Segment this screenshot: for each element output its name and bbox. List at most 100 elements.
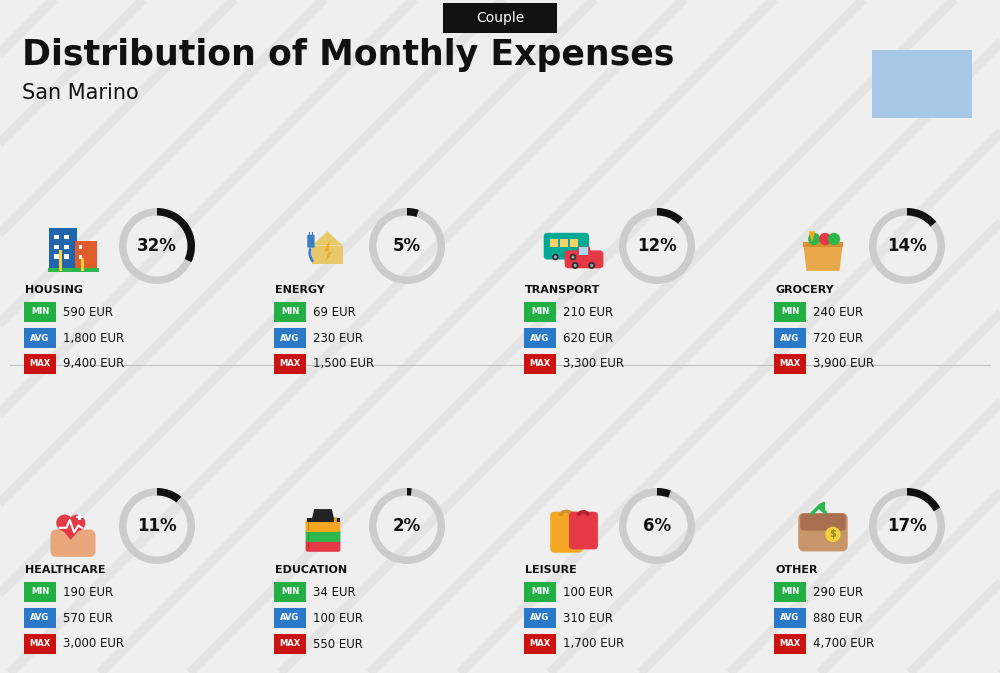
Wedge shape xyxy=(869,208,945,284)
Text: 11%: 11% xyxy=(137,517,177,535)
FancyBboxPatch shape xyxy=(78,255,82,259)
Circle shape xyxy=(571,256,575,258)
Text: AVG: AVG xyxy=(530,614,550,623)
FancyBboxPatch shape xyxy=(24,328,56,348)
FancyBboxPatch shape xyxy=(309,232,310,236)
FancyBboxPatch shape xyxy=(312,232,313,236)
Text: 3,900 EUR: 3,900 EUR xyxy=(813,357,874,371)
FancyBboxPatch shape xyxy=(64,244,69,249)
Text: 590 EUR: 590 EUR xyxy=(63,306,113,318)
FancyBboxPatch shape xyxy=(774,582,806,602)
Circle shape xyxy=(552,254,559,260)
Polygon shape xyxy=(312,509,334,518)
FancyBboxPatch shape xyxy=(48,268,99,272)
FancyBboxPatch shape xyxy=(800,513,846,531)
FancyBboxPatch shape xyxy=(798,513,848,551)
Text: 12%: 12% xyxy=(637,237,677,255)
FancyBboxPatch shape xyxy=(308,522,309,530)
FancyArrowPatch shape xyxy=(310,250,312,261)
Text: 14%: 14% xyxy=(887,237,927,255)
FancyBboxPatch shape xyxy=(550,511,582,553)
Text: 17%: 17% xyxy=(887,517,927,535)
Text: 570 EUR: 570 EUR xyxy=(63,612,113,625)
FancyBboxPatch shape xyxy=(274,608,306,628)
FancyBboxPatch shape xyxy=(24,634,56,653)
Text: AVG: AVG xyxy=(30,334,50,343)
FancyBboxPatch shape xyxy=(64,254,69,259)
Polygon shape xyxy=(576,247,592,254)
Circle shape xyxy=(572,262,579,269)
FancyBboxPatch shape xyxy=(81,258,84,271)
Text: MIN: MIN xyxy=(531,308,549,316)
Wedge shape xyxy=(119,488,195,564)
FancyBboxPatch shape xyxy=(872,50,972,118)
Text: AVG: AVG xyxy=(280,614,300,623)
Circle shape xyxy=(554,256,557,258)
FancyBboxPatch shape xyxy=(24,582,56,602)
FancyBboxPatch shape xyxy=(565,250,603,269)
FancyBboxPatch shape xyxy=(306,540,340,552)
Text: $: $ xyxy=(830,530,836,539)
Wedge shape xyxy=(407,208,419,217)
Text: 240 EUR: 240 EUR xyxy=(813,306,863,318)
Circle shape xyxy=(808,233,820,245)
Text: MAX: MAX xyxy=(279,359,301,369)
FancyBboxPatch shape xyxy=(306,520,340,532)
Circle shape xyxy=(590,264,593,267)
Wedge shape xyxy=(407,488,412,496)
FancyBboxPatch shape xyxy=(54,244,59,249)
Text: 100 EUR: 100 EUR xyxy=(313,612,363,625)
FancyBboxPatch shape xyxy=(24,354,56,374)
FancyBboxPatch shape xyxy=(442,3,557,33)
Text: MIN: MIN xyxy=(281,588,299,596)
Text: 3,000 EUR: 3,000 EUR xyxy=(63,637,124,651)
Text: MIN: MIN xyxy=(31,588,49,596)
Circle shape xyxy=(819,233,831,245)
FancyBboxPatch shape xyxy=(524,302,556,322)
Wedge shape xyxy=(869,488,945,564)
FancyBboxPatch shape xyxy=(24,608,56,628)
FancyBboxPatch shape xyxy=(774,302,806,322)
Text: 5%: 5% xyxy=(393,237,421,255)
Text: 620 EUR: 620 EUR xyxy=(563,332,613,345)
Wedge shape xyxy=(119,208,195,284)
FancyBboxPatch shape xyxy=(274,328,306,348)
Wedge shape xyxy=(907,488,940,511)
FancyBboxPatch shape xyxy=(579,247,588,255)
FancyBboxPatch shape xyxy=(774,608,806,628)
Text: 210 EUR: 210 EUR xyxy=(563,306,613,318)
Text: MAX: MAX xyxy=(529,359,551,369)
Polygon shape xyxy=(312,232,343,246)
Polygon shape xyxy=(803,244,843,271)
Text: MAX: MAX xyxy=(779,639,801,649)
FancyBboxPatch shape xyxy=(274,302,306,322)
Text: LEISURE: LEISURE xyxy=(525,565,577,575)
Text: 720 EUR: 720 EUR xyxy=(813,332,863,345)
FancyBboxPatch shape xyxy=(24,302,56,322)
Text: AVG: AVG xyxy=(780,614,800,623)
Text: TRANSPORT: TRANSPORT xyxy=(525,285,600,295)
FancyBboxPatch shape xyxy=(64,235,69,240)
Text: 4,700 EUR: 4,700 EUR xyxy=(813,637,874,651)
Text: MIN: MIN xyxy=(531,588,549,596)
Polygon shape xyxy=(324,240,332,262)
Text: HOUSING: HOUSING xyxy=(25,285,83,295)
FancyBboxPatch shape xyxy=(307,235,315,248)
Text: 32%: 32% xyxy=(137,237,177,255)
Text: 290 EUR: 290 EUR xyxy=(813,586,863,598)
Circle shape xyxy=(56,515,73,531)
Text: 1,800 EUR: 1,800 EUR xyxy=(63,332,124,345)
Text: GROCERY: GROCERY xyxy=(775,285,834,295)
Wedge shape xyxy=(619,208,695,284)
FancyBboxPatch shape xyxy=(274,582,306,602)
Text: 3,300 EUR: 3,300 EUR xyxy=(563,357,624,371)
Text: 1,500 EUR: 1,500 EUR xyxy=(313,357,374,371)
FancyBboxPatch shape xyxy=(524,608,556,628)
Text: MAX: MAX xyxy=(29,639,51,649)
Text: 9,400 EUR: 9,400 EUR xyxy=(63,357,124,371)
FancyBboxPatch shape xyxy=(774,328,806,348)
Circle shape xyxy=(828,233,840,245)
Text: 550 EUR: 550 EUR xyxy=(313,637,363,651)
Text: 880 EUR: 880 EUR xyxy=(813,612,863,625)
Circle shape xyxy=(333,524,337,528)
